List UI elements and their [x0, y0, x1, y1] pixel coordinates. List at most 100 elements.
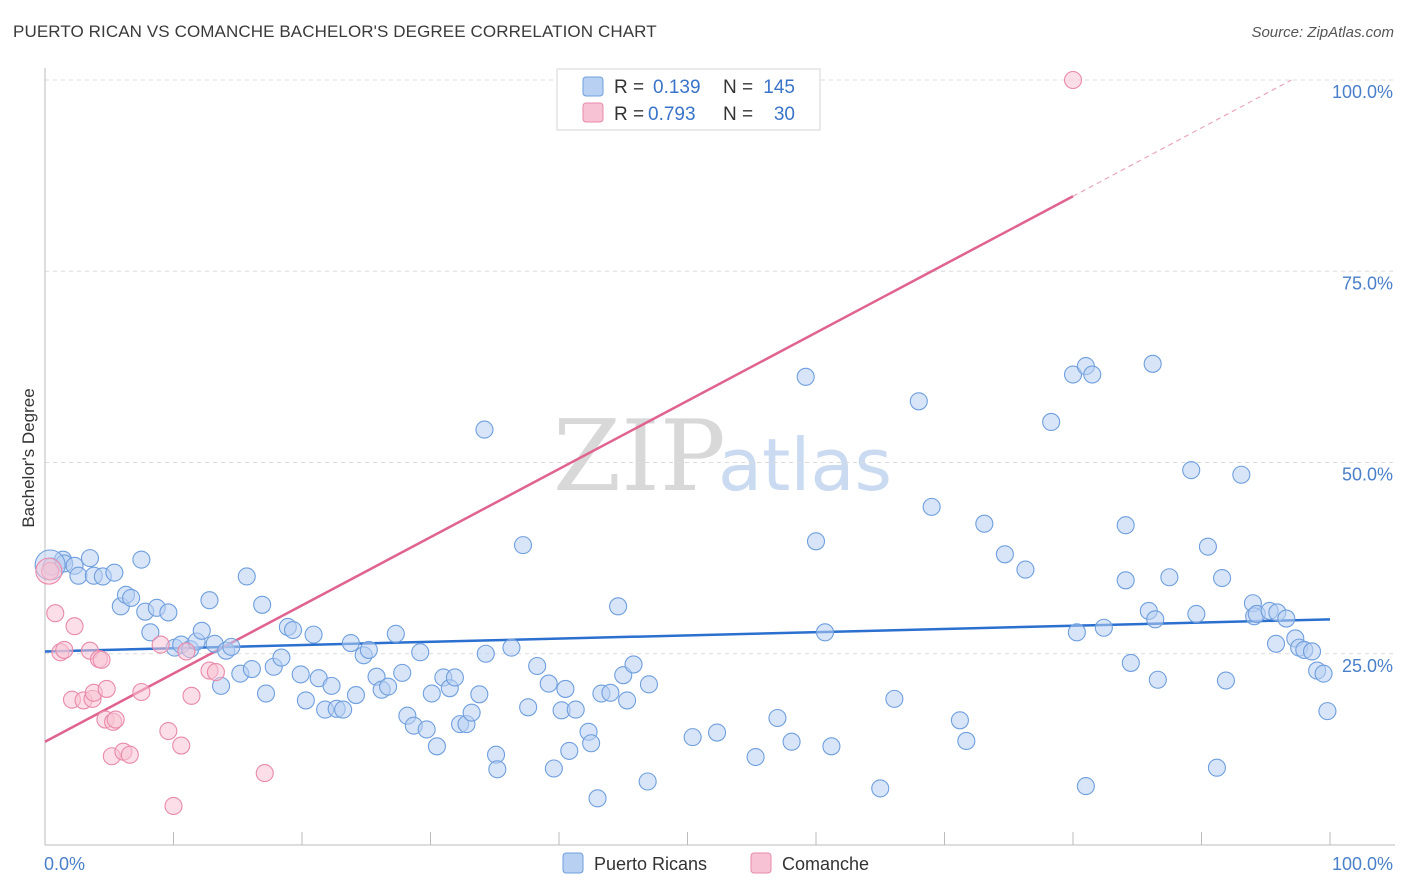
puerto-rican-point [1076, 777, 1095, 796]
legend-n-label-2: N = [723, 104, 753, 125]
puerto-rican-point [1160, 568, 1179, 587]
puerto-rican-point [393, 663, 412, 682]
puerto-rican-point [359, 640, 378, 659]
y-axis-label: Bachelor's Degree [19, 388, 38, 527]
comanche-point [172, 736, 191, 755]
puerto-rican-point [746, 747, 765, 767]
puerto-rican-point [815, 623, 835, 642]
puerto-rican-point [796, 367, 815, 386]
puerto-rican-point [141, 623, 160, 642]
puerto-rican-point [1063, 365, 1083, 384]
puerto-rican-point [639, 675, 659, 694]
puerto-rican-point [411, 643, 430, 662]
bottom-legend-swatch-puerto-ricans [562, 852, 584, 874]
puerto-rican-point [513, 536, 533, 555]
puerto-rican-point [609, 597, 628, 616]
puerto-rican-point [1094, 618, 1113, 637]
watermark-zip: ZIP [553, 400, 726, 514]
legend-n-value-2: 30 [774, 104, 795, 125]
watermark-atlas: atlas [718, 423, 892, 507]
puerto-rican-point [539, 674, 558, 693]
puerto-rican-point [341, 633, 360, 653]
puerto-rican-point [922, 497, 941, 516]
puerto-rican-point [1146, 610, 1165, 629]
comanche-trend-line [44, 195, 1074, 743]
puerto-rican-points [34, 354, 1337, 808]
puerto-rican-point [304, 625, 323, 644]
puerto-rican-point [519, 698, 538, 717]
puerto-rican-point [1148, 670, 1167, 689]
y-tick-label: 75.0% [1342, 273, 1393, 293]
puerto-rican-point [1121, 653, 1140, 672]
puerto-rican-point [528, 656, 547, 676]
puerto-rican-point [476, 644, 495, 663]
puerto-rican-point [544, 759, 563, 778]
puerto-rican-point [1083, 365, 1102, 384]
y-tick-label: 25.0% [1342, 656, 1393, 676]
comanche-point [55, 640, 74, 659]
comanche-point [65, 617, 84, 636]
puerto-rican-point [1207, 758, 1226, 777]
puerto-rican-point [957, 731, 976, 751]
puerto-rican-point [556, 679, 575, 698]
comanche-point [97, 679, 116, 698]
puerto-rican-point [334, 700, 353, 719]
puerto-rican-point [80, 549, 100, 568]
puerto-rican-point [256, 684, 276, 703]
puerto-rican-point [283, 620, 303, 640]
puerto-rican-point [995, 545, 1014, 564]
puerto-rican-point [386, 624, 405, 643]
puerto-rican-trend-line [44, 618, 1331, 653]
puerto-rican-point [601, 683, 620, 702]
x-tick-label: 100.0% [1332, 854, 1393, 874]
puerto-rican-point [462, 703, 481, 722]
puerto-rican-point [618, 691, 637, 710]
legend-r-value-1: 0.139 [653, 77, 701, 98]
puerto-rican-point [588, 789, 607, 808]
puerto-rican-point [242, 659, 261, 679]
puerto-rican-point [638, 772, 657, 791]
puerto-rican-point [200, 591, 219, 610]
puerto-rican-point [885, 689, 904, 708]
puerto-rican-point [560, 741, 579, 760]
comanche-point [159, 721, 178, 741]
comanche-point [92, 650, 111, 669]
comanche-trend-extension [1072, 79, 1292, 197]
comanche-point [132, 682, 151, 702]
puerto-rican-point [1213, 568, 1232, 588]
puerto-rican-point [272, 648, 291, 667]
puerto-rican-point [1016, 560, 1035, 579]
puerto-rican-point [1116, 571, 1135, 590]
puerto-rican-point [470, 685, 489, 704]
puerto-rican-point [445, 668, 464, 687]
source-label: Source: ZipAtlas.com [1251, 24, 1394, 41]
x-tick-labels: 0.0% 100.0% [44, 854, 1393, 874]
puerto-rican-point [582, 734, 601, 753]
puerto-rican-point [488, 760, 507, 779]
puerto-rican-point [417, 720, 436, 739]
series-legend: Puerto Ricans Comanche [562, 852, 869, 874]
puerto-rican-point [237, 567, 256, 586]
puerto-rican-point [291, 665, 310, 684]
puerto-rican-point [222, 637, 241, 656]
puerto-rican-point [1216, 671, 1235, 690]
puerto-rican-point [1042, 412, 1061, 432]
puerto-rican-point [1182, 461, 1201, 480]
x-tick-label: 0.0% [44, 854, 85, 874]
y-tick-label: 100.0% [1332, 82, 1393, 102]
puerto-rican-point [296, 691, 315, 710]
comanche-point [120, 745, 139, 764]
comanche-point [106, 710, 125, 729]
comanche-point [164, 796, 183, 816]
puerto-rican-point [159, 603, 178, 622]
puerto-rican-point [1198, 537, 1217, 556]
legend-n-value-1: 145 [763, 77, 795, 98]
bottom-legend-comanche: Comanche [782, 854, 869, 874]
puerto-rican-point [122, 588, 141, 607]
comanche-point [177, 642, 196, 661]
puerto-rican-point [708, 723, 727, 742]
comanche-point-large [35, 557, 63, 585]
comanche-point [255, 764, 274, 783]
puerto-rican-point [1318, 702, 1337, 721]
